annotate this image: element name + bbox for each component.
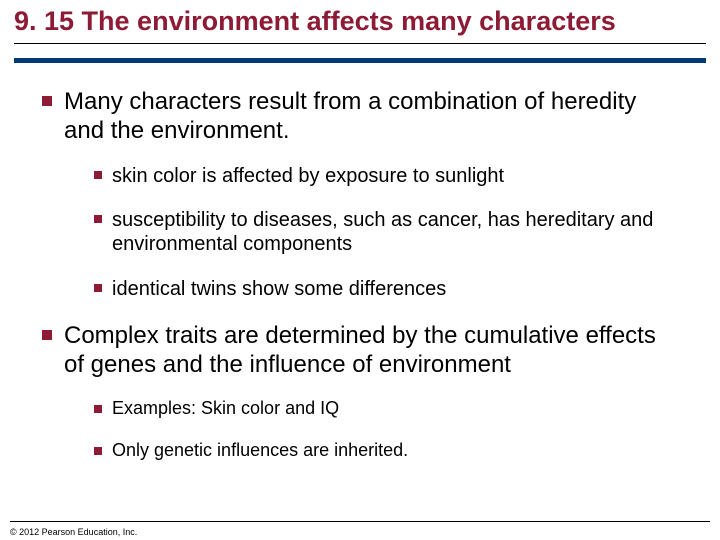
- slide-body: Many characters result from a combinatio…: [0, 63, 720, 462]
- footer-rule: [10, 521, 710, 522]
- slide-title-text: 9. 15 The environment affects many chara…: [14, 6, 616, 36]
- list-item-text: Complex traits are determined by the cum…: [64, 322, 656, 378]
- sub-list-item-text: skin color is affected by exposure to su…: [112, 165, 504, 187]
- sub-list-item: identical twins show some differences: [94, 277, 678, 301]
- sub-list-item-text: identical twins show some differences: [112, 278, 446, 300]
- sub-list-item: susceptibility to diseases, such as canc…: [94, 208, 678, 257]
- copyright-text: © 2012 Pearson Education, Inc.: [10, 527, 137, 537]
- sub-list: Examples: Skin color and IQ Only genetic …: [64, 398, 678, 462]
- bullet-list: Many characters result from a combinatio…: [42, 87, 678, 462]
- list-item: Many characters result from a combinatio…: [42, 87, 678, 301]
- sub-list: skin color is affected by exposure to su…: [64, 164, 678, 302]
- copyright: © 2012 Pearson Education, Inc.: [10, 527, 137, 537]
- list-item-text: Many characters result from a combinatio…: [64, 88, 636, 144]
- sub-list-item-text: susceptibility to diseases, such as canc…: [112, 209, 653, 255]
- sub-list-item-text: Only genetic influences are inherited.: [112, 440, 408, 460]
- sub-list-item-text: Examples: Skin color and IQ: [112, 398, 339, 418]
- slide-title: 9. 15 The environment affects many chara…: [0, 0, 720, 41]
- top-rule: [14, 43, 706, 44]
- sub-list-item: Only genetic influences are inherited.: [94, 440, 678, 462]
- list-item: Complex traits are determined by the cum…: [42, 321, 678, 461]
- sub-list-item: skin color is affected by exposure to su…: [94, 164, 678, 188]
- sub-list-item: Examples: Skin color and IQ: [94, 398, 678, 420]
